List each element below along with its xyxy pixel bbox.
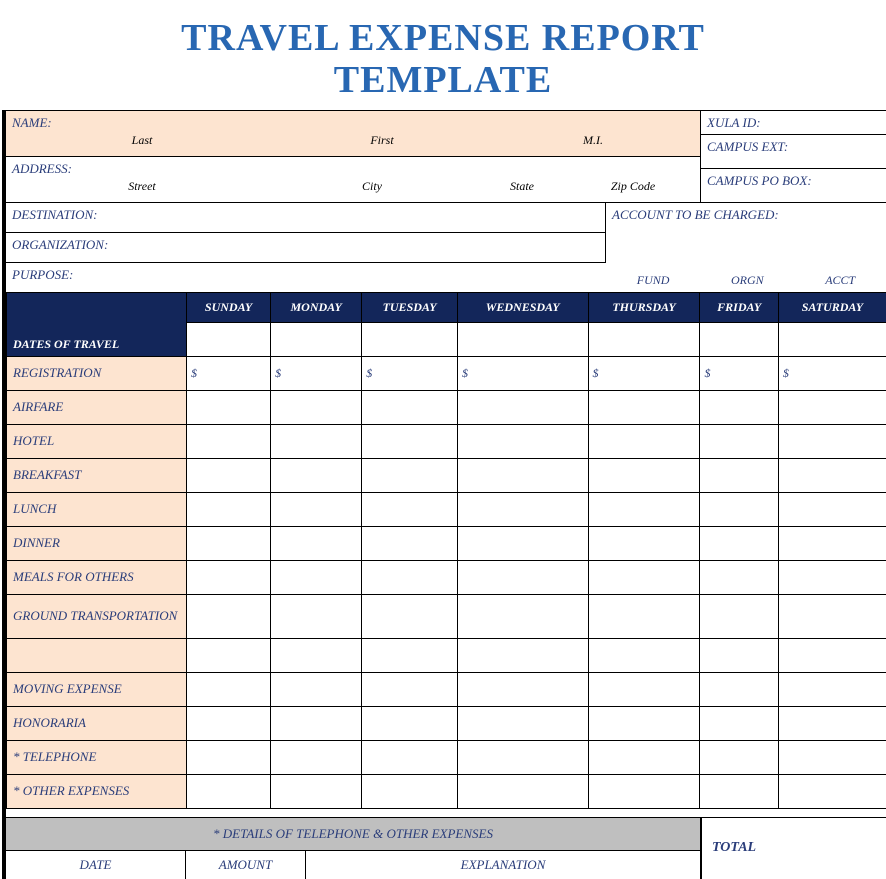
row-blank — [7, 638, 886, 672]
details-header: * DETAILS OF TELEPHONE & OTHER EXPENSES — [6, 818, 701, 850]
name-sub-mi: M.I. — [492, 133, 694, 148]
form-container: NAME: Last First M.I. XULA ID: ADDRESS: … — [2, 110, 886, 879]
xula-cell: XULA ID: — [701, 110, 886, 134]
organization-cell: ORGANIZATION: — [6, 232, 606, 262]
row-other: * OTHER EXPENSES — [7, 774, 886, 808]
address-sub-street: Street — [12, 179, 272, 194]
total-box: TOTAL — [701, 817, 886, 879]
day-tue: TUESDAY — [362, 292, 458, 322]
destination-cell: DESTINATION: — [6, 202, 606, 232]
row-registration: REGISTRATION $ $ $ $ $ $ $ — [7, 356, 886, 390]
address-label: ADDRESS: — [12, 161, 694, 177]
organization-label: ORGANIZATION: — [12, 237, 599, 253]
grid-header-row: DATES OF TRAVEL SUNDAY MONDAY TUESDAY WE… — [7, 292, 886, 322]
campus-po-label: CAMPUS PO BOX: — [707, 173, 880, 189]
row-hotel: HOTEL — [7, 424, 886, 458]
details-columns: DATE AMOUNT EXPLANATION — [6, 850, 701, 879]
account-sub-fund: FUND — [637, 273, 670, 288]
day-mon: MONDAY — [271, 292, 362, 322]
address-sub-city: City — [272, 179, 472, 194]
title-line1: TRAVEL EXPENSE REPORT — [181, 17, 705, 59]
details-col-explanation: EXPLANATION — [306, 850, 701, 879]
purpose-label: PURPOSE: — [12, 267, 600, 283]
expense-grid: DATES OF TRAVEL SUNDAY MONDAY TUESDAY WE… — [6, 292, 886, 809]
account-cell: ACCOUNT TO BE CHARGED: FUND ORGN ACCT — [606, 202, 886, 292]
row-airfare: AIRFARE — [7, 390, 886, 424]
purpose-cell: PURPOSE: — [6, 262, 606, 292]
row-breakfast: BREAKFAST — [7, 458, 886, 492]
row-lunch: LUNCH — [7, 492, 886, 526]
name-cell: NAME: Last First M.I. — [6, 110, 701, 156]
row-honoraria: HONORARIA — [7, 706, 886, 740]
row-meals-others: MEALS FOR OTHERS — [7, 560, 886, 594]
day-sun: SUNDAY — [187, 292, 271, 322]
xula-label: XULA ID: — [707, 115, 880, 131]
name-sub-first: First — [272, 133, 492, 148]
account-sub-orgn: ORGN — [731, 273, 764, 288]
total-label: TOTAL — [712, 840, 756, 856]
document-title: TRAVEL EXPENSE REPORT TEMPLATE — [0, 0, 886, 110]
day-thu: THURSDAY — [588, 292, 700, 322]
day-sat: SATURDAY — [778, 292, 886, 322]
row-ground-transport: GROUND TRANSPORTATION — [7, 594, 886, 638]
row-dinner: DINNER — [7, 526, 886, 560]
name-sub-last: Last — [12, 133, 272, 148]
grid-corner: DATES OF TRAVEL — [7, 292, 187, 356]
address-sub-zip: Zip Code — [572, 179, 694, 194]
campus-po-cell: CAMPUS PO BOX: — [701, 168, 886, 202]
form-header: NAME: Last First M.I. XULA ID: ADDRESS: … — [6, 110, 886, 292]
campus-ext-cell: CAMPUS EXT: — [701, 134, 886, 168]
account-label: ACCOUNT TO BE CHARGED: — [612, 207, 880, 223]
row-telephone: * TELEPHONE — [7, 740, 886, 774]
name-label: NAME: — [12, 115, 694, 131]
address-cell: ADDRESS: Street City State Zip Code — [6, 156, 701, 202]
campus-ext-label: CAMPUS EXT: — [707, 139, 880, 155]
day-fri: FRIDAY — [700, 292, 778, 322]
day-wed: WEDNESDAY — [457, 292, 588, 322]
address-sub-state: State — [472, 179, 572, 194]
details-left: * DETAILS OF TELEPHONE & OTHER EXPENSES … — [6, 817, 701, 879]
destination-label: DESTINATION: — [12, 207, 599, 223]
row-moving: MOVING EXPENSE — [7, 672, 886, 706]
details-col-date: DATE — [6, 850, 186, 879]
title-line2: TEMPLATE — [334, 59, 552, 101]
details-section: * DETAILS OF TELEPHONE & OTHER EXPENSES … — [6, 817, 886, 879]
details-col-amount: AMOUNT — [186, 850, 306, 879]
account-sub-acct: ACCT — [825, 273, 855, 288]
